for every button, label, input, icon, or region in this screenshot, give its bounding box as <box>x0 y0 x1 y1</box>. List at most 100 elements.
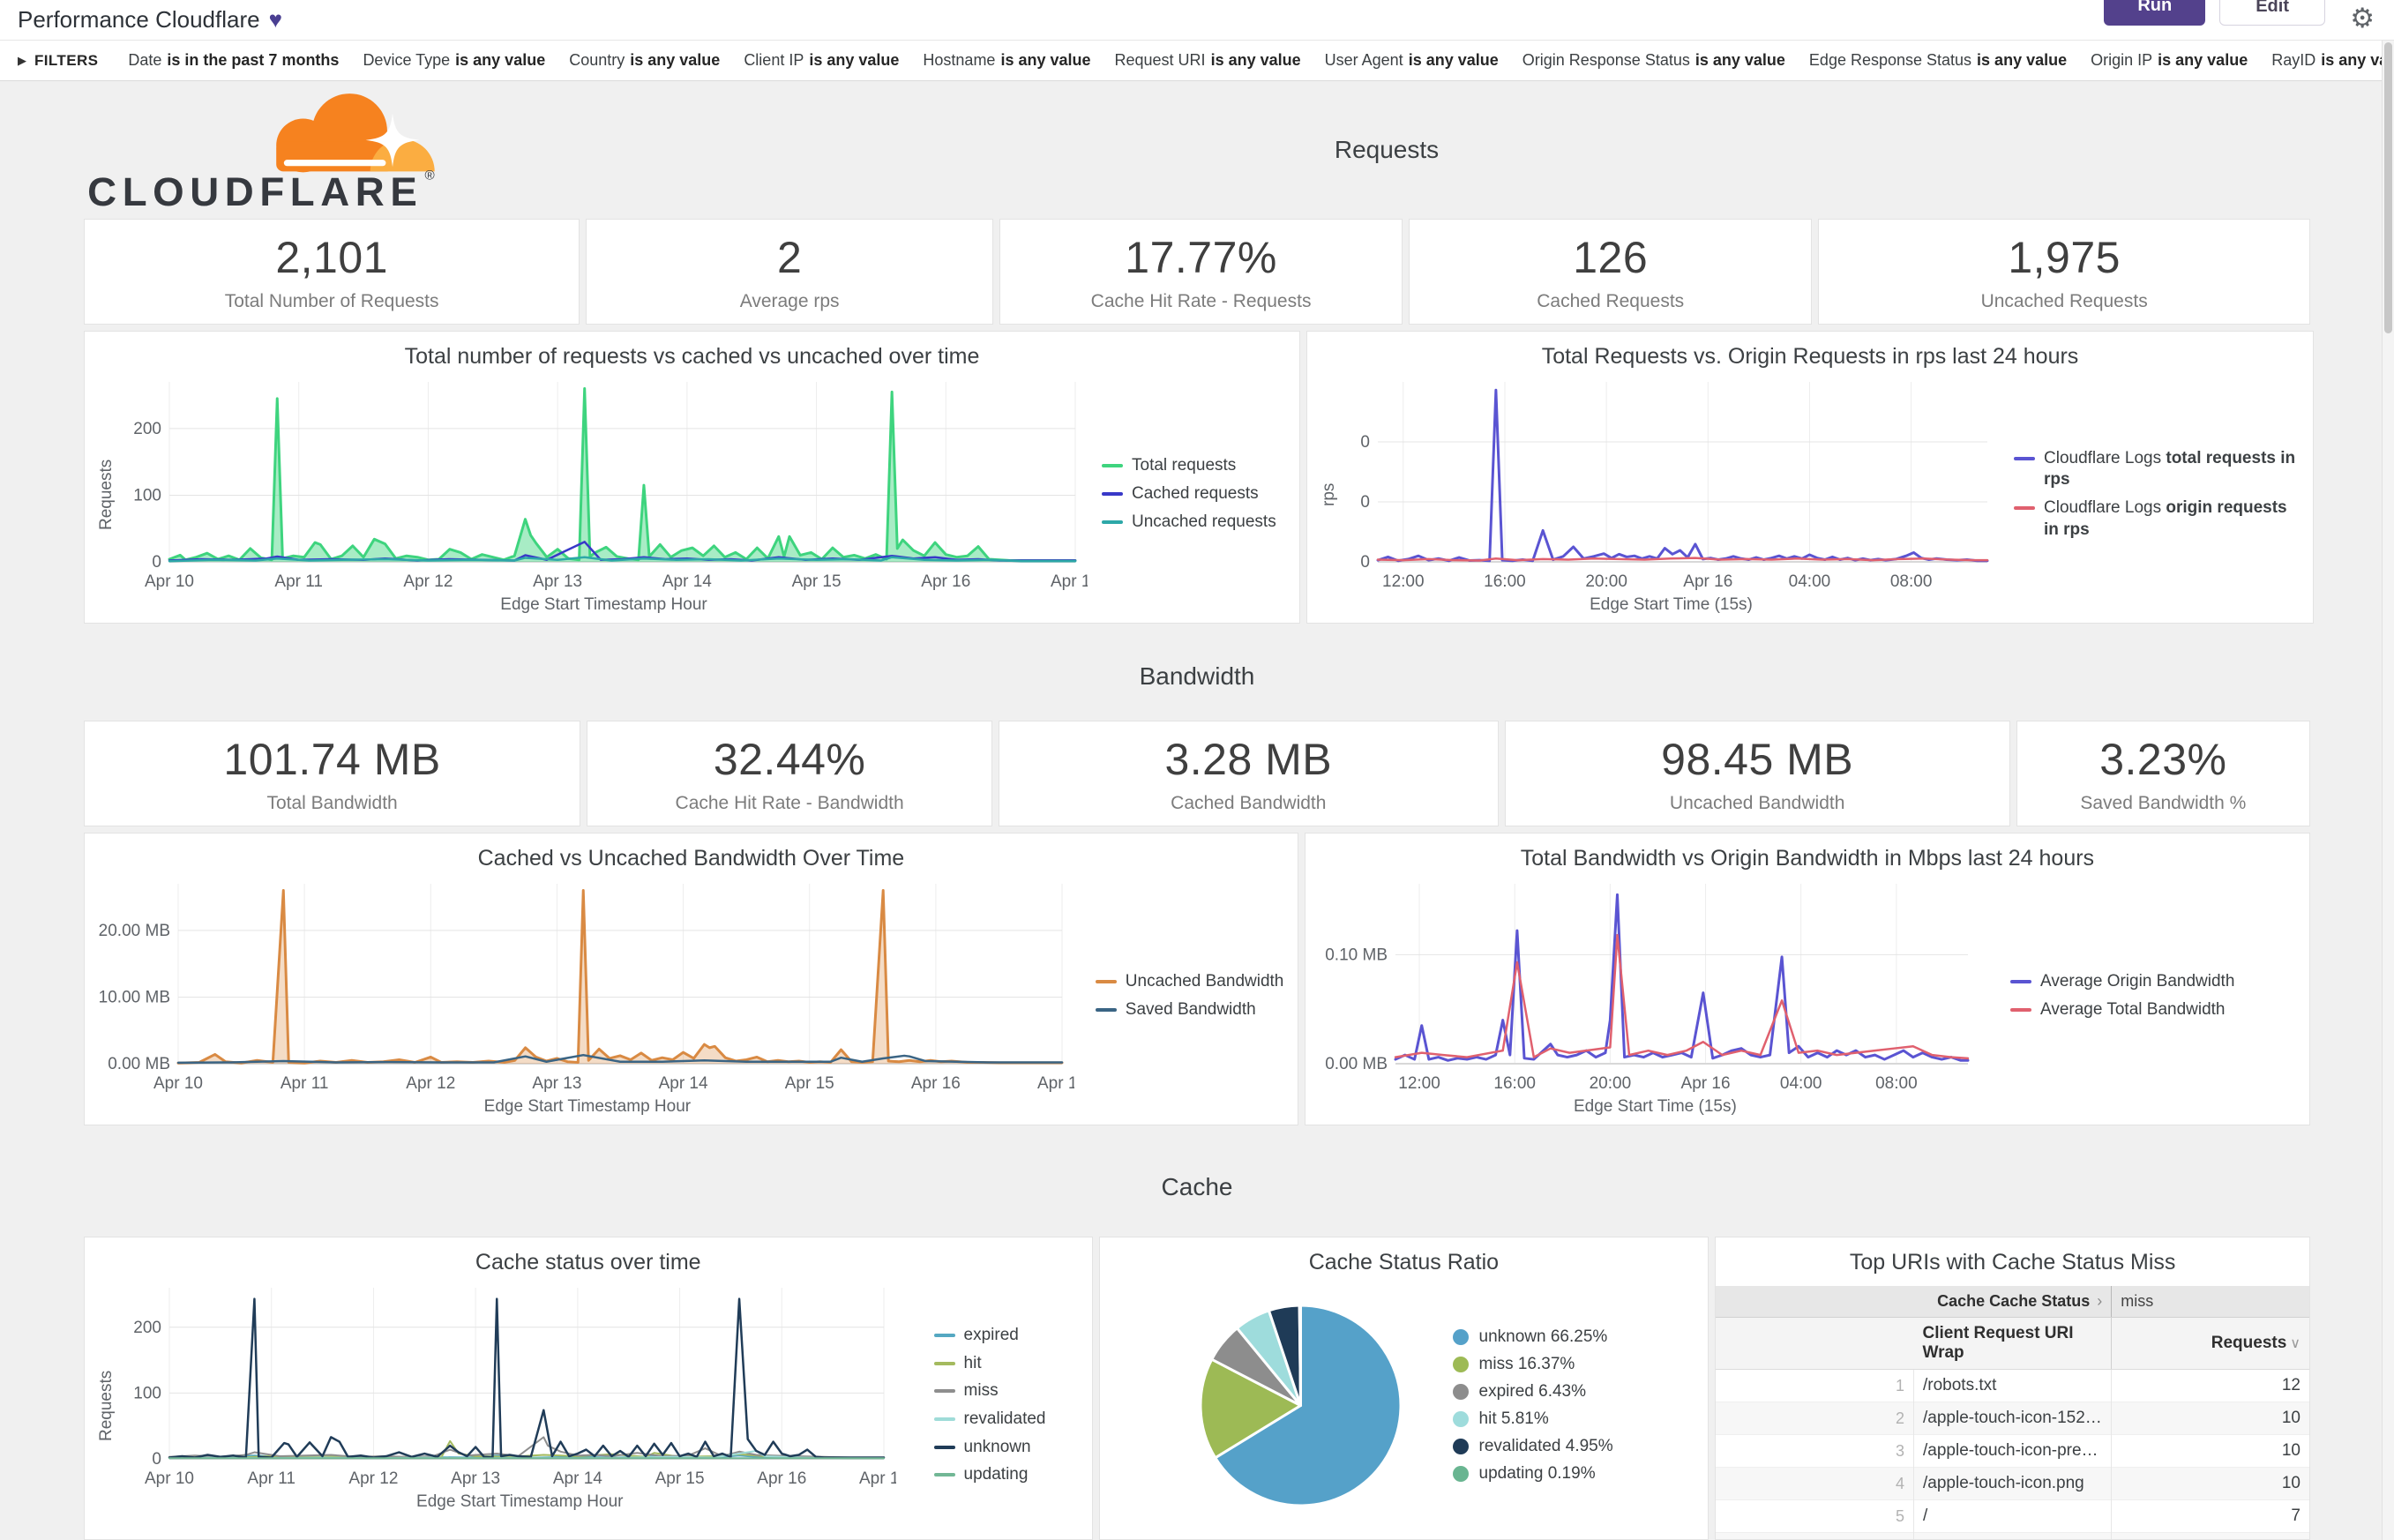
row-requests[interactable]: 10 <box>2111 1467 2309 1500</box>
row-uri[interactable]: /apple-touch-icon-152x152.png <box>1923 1409 2112 1427</box>
row-requests[interactable]: 12 <box>2111 1369 2309 1402</box>
kpi-total-number-of-requests[interactable]: 2,101 Total Number of Requests <box>84 219 580 325</box>
legend-item-average-total-bandwidth[interactable]: Average Total Bandwidth <box>2010 999 2300 1021</box>
filter-hostname[interactable]: Hostname is any value <box>923 51 1091 69</box>
kpi-cached-bandwidth[interactable]: 3.28 MB Cached Bandwidth <box>999 721 1499 826</box>
bandwidth-over-time-chart[interactable]: Apr 10 Apr 11 Apr 12 Apr 13 Apr 14 Apr 15 Apr … <box>94 875 1074 1097</box>
legend-item-total-requests-in-rps[interactable]: Cloudflare Logs total requests in rps <box>2014 448 2304 491</box>
svg-text:Apr 15: Apr 15 <box>655 1469 705 1488</box>
pie-slice-updating[interactable] <box>1298 1304 1302 1407</box>
legend-item-cached-requests[interactable]: Cached requests <box>1102 483 1291 505</box>
kpi-uncached-requests[interactable]: 1,975 Uncached Requests <box>1818 219 2310 325</box>
legend-item-updating[interactable]: updating <box>933 1464 1083 1486</box>
pie-legend-item-miss[interactable]: miss 16.37% <box>1452 1355 1613 1374</box>
legend-item-average-origin-bandwidth[interactable]: Average Origin Bandwidth <box>2010 971 2300 993</box>
kpi-cache-hit-rate-bandwidth[interactable]: 32.44% Cache Hit Rate - Bandwidth <box>587 721 993 826</box>
table-row[interactable]: 5 / 7 <box>1716 1499 2309 1533</box>
top-bar: Performance Cloudflare ♥ Run Edit ⚙ <box>0 0 2394 41</box>
pie-legend-item-revalidated[interactable]: revalidated 4.95% <box>1452 1437 1613 1456</box>
legend-item-total-requests[interactable]: Total requests <box>1102 455 1291 477</box>
legend-label: miss <box>963 1381 999 1401</box>
row-requests[interactable]: 7 <box>2111 1499 2309 1533</box>
legend-item-miss[interactable]: miss <box>933 1380 1083 1402</box>
svg-text:20:00: 20:00 <box>1589 1074 1631 1093</box>
row-requests[interactable]: 10 <box>2111 1402 2309 1435</box>
row-requests[interactable]: 10 <box>2111 1434 2309 1468</box>
kpi-label: Cache Hit Rate - Requests <box>1090 290 1312 311</box>
bandwidth-mbps-chart[interactable]: 12:00 16:00 20:00 Apr 16 04:00 08:00 0.00 MB 0.… <box>1314 875 1980 1097</box>
filter-user-agent[interactable]: User Agent is any value <box>1324 51 1499 69</box>
chart-card-cache-status-ratio: Cache Status Ratio unknown 66.25% miss 16… <box>1098 1237 1709 1540</box>
filter-edge-response-status[interactable]: Edge Response Status is any value <box>1808 51 2068 69</box>
filters-expand-icon[interactable]: ▶ <box>18 53 26 67</box>
table-row[interactable]: 1/robots.txt 12 <box>1716 1369 2309 1402</box>
requests-column-header[interactable]: Requests ∨ <box>2111 1317 2309 1370</box>
filter-date[interactable]: Date is in the past 7 months <box>128 51 340 69</box>
cache-status-over-time-chart[interactable]: Apr 10 Apr 11 Apr 12 Apr 13 Apr 14 Apr 15 Apr … <box>120 1279 896 1492</box>
run-button[interactable]: Run <box>2104 0 2206 26</box>
legend-label: revalidated 4.95% <box>1478 1437 1613 1455</box>
svg-text:100: 100 <box>133 486 161 505</box>
filter-origin-ip[interactable]: Origin IP is any value <box>2091 51 2248 69</box>
legend-item-revalidated[interactable]: revalidated <box>933 1409 1083 1431</box>
legend-item-expired[interactable]: expired <box>933 1325 1083 1347</box>
table-row[interactable]: 4/apple-touch-icon.png 10 <box>1716 1467 2309 1500</box>
kpi-total-bandwidth[interactable]: 101.74 MB Total Bandwidth <box>84 721 581 826</box>
edit-button[interactable]: Edit <box>2219 0 2325 26</box>
pie-slice-miss[interactable] <box>1199 1357 1302 1460</box>
legend-label: updating 0.19% <box>1478 1464 1596 1483</box>
legend-swatch <box>1102 464 1123 468</box>
row-uri[interactable]: /index.php/contact/ <box>1914 1533 2112 1540</box>
legend-item-origin-requests-in-rps[interactable]: Cloudflare Logs origin requests in rps <box>2014 497 2304 541</box>
filter-origin-response-status[interactable]: Origin Response Status is any value <box>1522 51 1785 69</box>
legend-item-saved-bandwidth[interactable]: Saved Bandwidth <box>1095 999 1289 1021</box>
pie-legend-item-expired[interactable]: expired 6.43% <box>1452 1382 1613 1402</box>
legend-label: hit 5.81% <box>1478 1409 1549 1428</box>
kpi-value: 17.77% <box>1125 232 1277 282</box>
svg-text:16:00: 16:00 <box>1484 572 1526 591</box>
row-uri[interactable]: /apple-touch-icon.png <box>1923 1474 2084 1492</box>
row-index: 6 <box>1716 1532 1915 1539</box>
gear-icon[interactable]: ⚙ <box>2350 3 2375 34</box>
kpi-label: Cached Requests <box>1537 290 1685 311</box>
pie-slice-unknown[interactable] <box>1213 1304 1402 1507</box>
rps-24h-chart[interactable]: 12:00 16:00 20:00 Apr 16 04:00 08:00 0 0 0 <box>1343 373 2000 595</box>
svg-text:Apr 11: Apr 11 <box>247 1469 296 1488</box>
row-requests[interactable]: 7 <box>2111 1532 2309 1539</box>
legend-item-hit[interactable]: hit <box>933 1353 1083 1375</box>
filter-device-type[interactable]: Device Type is any value <box>363 51 546 69</box>
section-title-requests: Requests <box>1334 136 1440 163</box>
x-axis-label: Edge Start Timestamp Hour <box>416 1492 624 1511</box>
kpi-cached-requests[interactable]: 126 Cached Requests <box>1409 219 1813 325</box>
scrollbar[interactable] <box>2382 41 2394 1540</box>
scrollbar-thumb[interactable] <box>2384 42 2392 333</box>
row-uri[interactable]: /robots.txt <box>1923 1376 1997 1394</box>
pie-legend-item-updating[interactable]: updating 0.19% <box>1452 1464 1613 1484</box>
legend-item-uncached-bandwidth[interactable]: Uncached Bandwidth <box>1095 971 1289 993</box>
uri-column-header[interactable]: Client Request URI Wrap <box>1913 1317 2112 1370</box>
svg-text:Apr 12: Apr 12 <box>348 1469 398 1488</box>
row-uri[interactable]: /apple-touch-icon-precomposed.png <box>1923 1441 2112 1460</box>
requests-over-time-chart[interactable]: Apr 10 Apr 11 Apr 12 Apr 13 Apr 14 Apr 15 Apr … <box>120 373 1088 595</box>
kpi-uncached-bandwidth[interactable]: 98.45 MB Uncached Bandwidth <box>1504 721 2010 826</box>
cache-status-ratio-pie[interactable] <box>1197 1302 1404 1509</box>
filter-client-ip[interactable]: Client IP is any value <box>744 51 900 69</box>
legend-item-uncached-requests[interactable]: Uncached requests <box>1102 512 1291 534</box>
filter-request-uri[interactable]: Request URI is any value <box>1114 51 1301 69</box>
filter-country[interactable]: Country is any value <box>569 51 721 69</box>
kpi-cache-hit-rate-requests[interactable]: 17.77% Cache Hit Rate - Requests <box>999 219 1403 325</box>
svg-text:0: 0 <box>1360 433 1370 452</box>
x-axis-label: Edge Start Time (15s) <box>1574 1097 1737 1116</box>
pivot-header[interactable]: Cache Cache Status › <box>1716 1286 2112 1318</box>
row-uri[interactable]: / <box>1923 1506 1928 1525</box>
table-row[interactable]: 6/index.php/contact/7 <box>1716 1532 2309 1540</box>
svg-text:Apr 17: Apr 17 <box>1037 1074 1074 1093</box>
pie-legend-item-unknown[interactable]: unknown 66.25% <box>1452 1327 1613 1347</box>
legend-item-unknown[interactable]: unknown <box>933 1437 1083 1459</box>
kpi-average-rps[interactable]: 2 Average rps <box>586 219 993 325</box>
kpi-saved-bandwidth-[interactable]: 3.23% Saved Bandwidth % <box>2016 721 2310 826</box>
pie-legend-item-hit[interactable]: hit 5.81% <box>1452 1409 1613 1429</box>
